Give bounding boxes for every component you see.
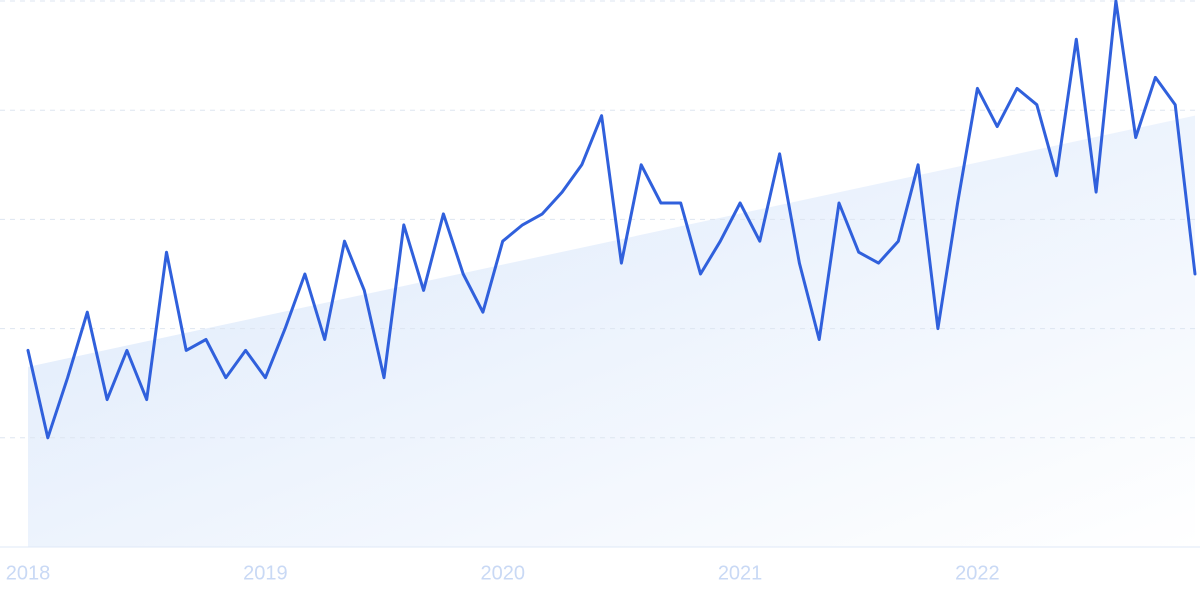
data-line — [26, 0, 1197, 440]
x-tick-label: 2022 — [955, 562, 1000, 584]
x-tick-label: 2019 — [243, 562, 288, 584]
x-tick-label: 2020 — [480, 562, 525, 584]
x-tick-label: 2018 — [6, 562, 51, 584]
x-tick-label: 2021 — [718, 562, 763, 584]
